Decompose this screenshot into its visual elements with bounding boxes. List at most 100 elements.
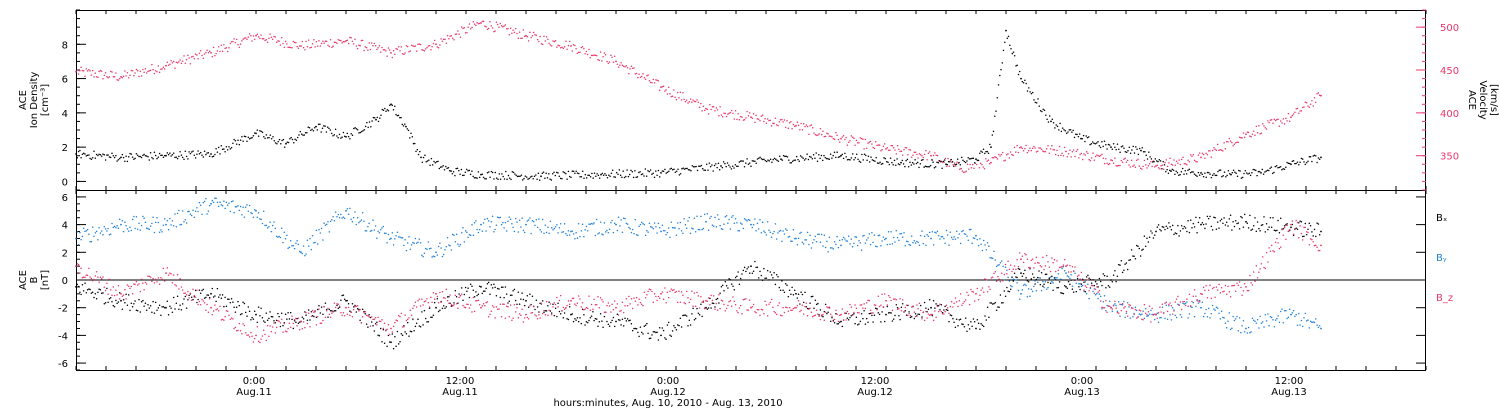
trace-dot (282, 324, 284, 327)
trace-dot (694, 100, 697, 103)
trace-dot (244, 37, 247, 39)
trace-dot (373, 42, 376, 45)
trace-dot (579, 317, 581, 319)
trace-dot (1012, 51, 1015, 53)
trace-dot (126, 160, 129, 163)
trace-dot (217, 296, 220, 298)
trace-dot (804, 125, 806, 128)
trace-dot (482, 290, 485, 292)
trace-dot (76, 69, 79, 72)
trace-dot (433, 301, 436, 304)
trace-dot (454, 174, 456, 177)
trace-dot (712, 295, 715, 297)
trace-dot (860, 137, 863, 140)
trace-dot (336, 135, 338, 137)
trace-dot (768, 279, 770, 281)
trace-dot (829, 135, 832, 138)
trace-dot (887, 312, 890, 314)
trace-dot (1188, 168, 1191, 171)
trace-dot (691, 227, 693, 229)
trace-dot (603, 311, 606, 313)
trace-dot (1292, 113, 1295, 115)
trace-dot (887, 294, 890, 297)
trace-dot (668, 170, 670, 173)
trace-dot (1016, 64, 1018, 67)
trace-dot (1167, 172, 1170, 175)
trace-dot (674, 96, 676, 99)
trace-dot (878, 162, 880, 165)
trace-dot (751, 117, 754, 119)
trace-dot (401, 334, 404, 336)
trace-dot (207, 210, 210, 212)
trace-dot (835, 312, 837, 315)
trace-dot (239, 313, 242, 316)
trace-dot (579, 235, 581, 238)
trace-dot (581, 301, 584, 304)
trace-dot (138, 222, 140, 224)
data-point (885, 237, 887, 240)
trace-dot (1291, 114, 1294, 117)
trace-dot (1210, 225, 1213, 228)
trace-dot (1219, 169, 1222, 171)
trace-dot (1033, 99, 1035, 101)
trace-dot (215, 52, 217, 55)
trace-dot (436, 254, 439, 256)
trace-dot (901, 159, 904, 162)
trace-dot (450, 303, 453, 306)
trace-dot (859, 161, 862, 163)
trace-dot (633, 67, 635, 69)
trace-dot (588, 319, 590, 322)
trace-dot (107, 76, 109, 79)
trace-dot (841, 153, 844, 156)
trace-dot (1078, 282, 1080, 285)
trace-dot (561, 46, 563, 48)
trace-dot (1054, 279, 1057, 281)
trace-dot (1191, 171, 1193, 173)
trace-dot (412, 241, 414, 244)
trace-dot (1171, 224, 1174, 227)
trace-dot (540, 43, 543, 45)
trace-dot (452, 171, 455, 173)
trace-dot (1125, 262, 1128, 264)
trace-dot (216, 287, 219, 290)
trace-dot (613, 222, 616, 225)
trace-dot (265, 134, 268, 136)
trace-dot (725, 165, 727, 168)
trace-dot (696, 99, 698, 101)
trace-dot (864, 323, 867, 325)
trace-dot (184, 295, 187, 298)
trace-dot (1062, 154, 1065, 157)
trace-dot (493, 178, 495, 180)
trace-dot (828, 158, 831, 160)
trace-dot (467, 303, 469, 306)
trace-dot (1022, 261, 1025, 264)
trace-dot (488, 171, 490, 173)
trace-dot (918, 313, 921, 316)
trace-dot (328, 127, 330, 130)
trace-dot (507, 28, 509, 30)
trace-dot (334, 128, 337, 131)
trace-dot (313, 38, 315, 41)
trace-dot (1138, 147, 1141, 150)
trace-dot (594, 303, 597, 306)
trace-dot (307, 39, 310, 41)
trace-dot (549, 303, 552, 305)
trace-dot (475, 291, 477, 293)
trace-dot (575, 170, 577, 172)
trace-dot (262, 210, 265, 212)
trace-dot (911, 161, 914, 164)
trace-dot (332, 45, 334, 47)
trace-dot (194, 157, 197, 159)
trace-dot (513, 288, 516, 291)
trace-dot (280, 312, 283, 315)
trace-dot (1115, 280, 1117, 283)
trace-dot (1133, 152, 1136, 154)
trace-dot (1009, 284, 1012, 287)
trace-dot (1031, 91, 1034, 94)
trace-dot (250, 211, 252, 214)
data-point (930, 313, 932, 316)
trace-dot (205, 309, 207, 312)
trace-dot (548, 232, 550, 235)
trace-dot (867, 142, 869, 144)
trace-dot (806, 153, 808, 155)
